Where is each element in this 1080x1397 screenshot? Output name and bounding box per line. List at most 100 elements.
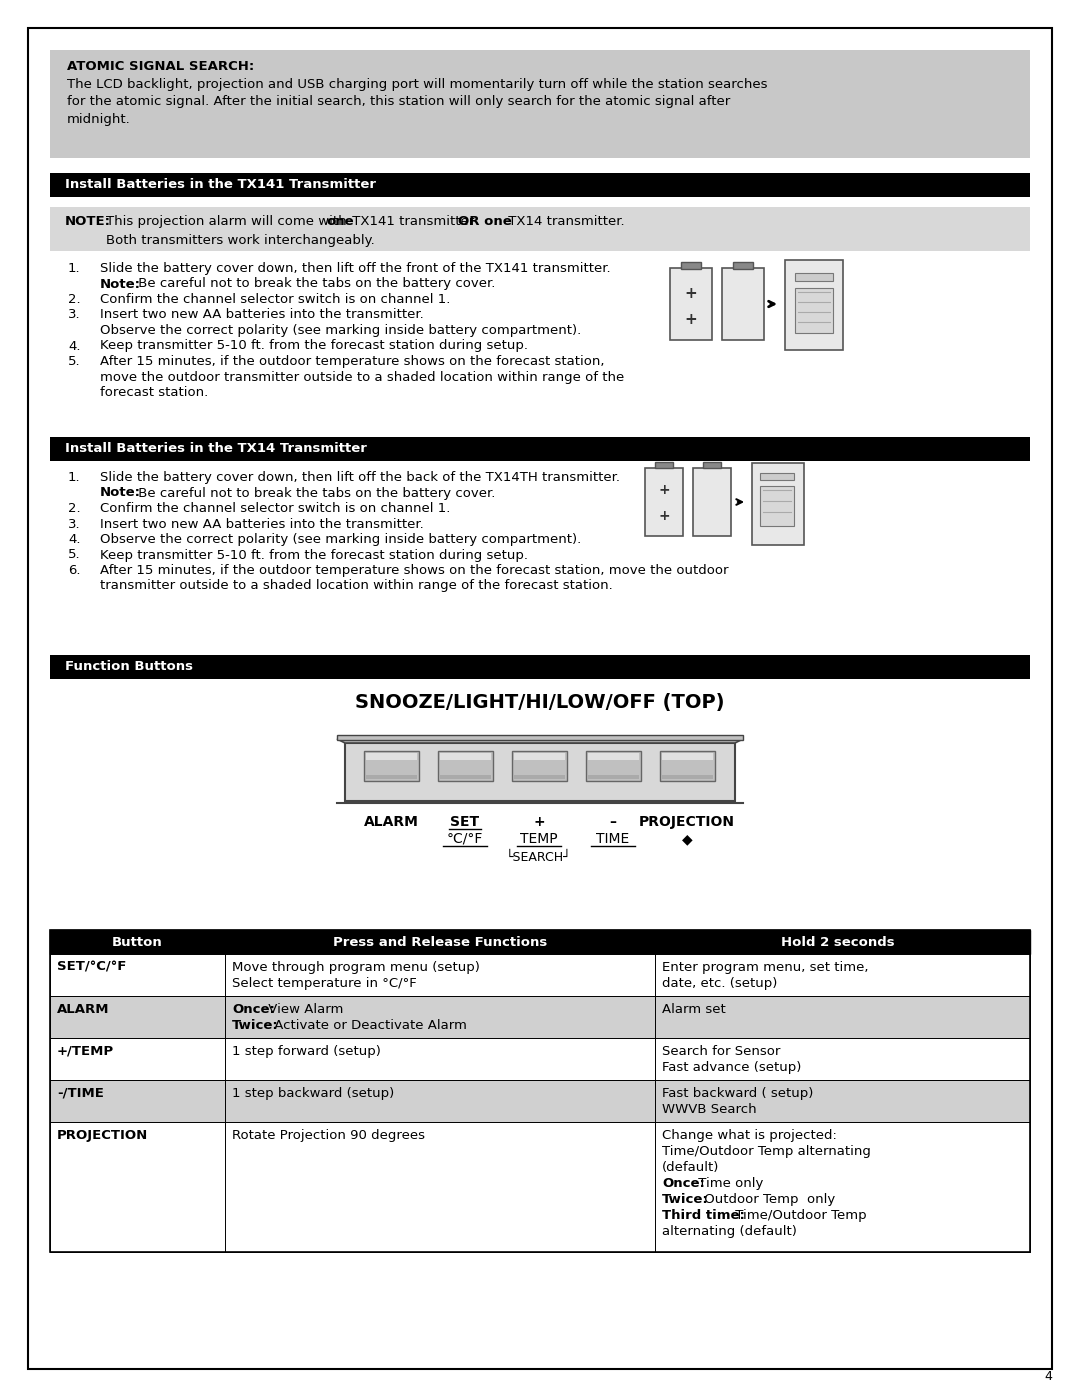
Bar	[337, 735, 743, 740]
Text: 2.: 2.	[68, 502, 81, 515]
Text: 5.: 5.	[68, 355, 81, 367]
Text: PROJECTION: PROJECTION	[639, 814, 735, 828]
Text: alternating (default): alternating (default)	[662, 1225, 797, 1238]
Bar	[50, 173, 1030, 197]
Bar	[785, 260, 843, 351]
Text: Fast advance (setup): Fast advance (setup)	[662, 1060, 801, 1074]
Bar	[795, 272, 833, 281]
Text: Time/Outdoor Temp alternating: Time/Outdoor Temp alternating	[662, 1146, 870, 1158]
Bar	[440, 753, 491, 760]
Bar	[514, 753, 565, 760]
Text: Note:: Note:	[100, 278, 141, 291]
Bar	[50, 1080, 1030, 1122]
Bar	[366, 775, 417, 780]
Text: PROJECTION: PROJECTION	[57, 1129, 148, 1141]
Text: date, etc. (setup): date, etc. (setup)	[662, 977, 778, 990]
Bar	[662, 753, 713, 760]
Bar	[50, 996, 1030, 1038]
Text: Outdoor Temp  only: Outdoor Temp only	[700, 1193, 835, 1206]
Bar	[345, 743, 735, 800]
Bar	[512, 752, 567, 781]
Text: +: +	[685, 313, 698, 327]
Text: Search for Sensor: Search for Sensor	[662, 1045, 781, 1058]
Text: Move through program menu (setup): Move through program menu (setup)	[232, 961, 480, 974]
Bar	[681, 263, 701, 270]
Text: -/TIME: -/TIME	[57, 1087, 104, 1099]
Bar	[50, 954, 1030, 996]
Text: 1 step backward (setup): 1 step backward (setup)	[232, 1087, 394, 1099]
Bar	[760, 486, 794, 527]
Text: Be careful not to break the tabs on the battery cover.: Be careful not to break the tabs on the …	[134, 486, 496, 500]
Bar	[586, 752, 642, 781]
Text: (default): (default)	[662, 1161, 719, 1173]
Text: Observe the correct polarity (see marking inside battery compartment).: Observe the correct polarity (see markin…	[100, 324, 581, 337]
Text: After 15 minutes, if the outdoor temperature shows on the forecast station,: After 15 minutes, if the outdoor tempera…	[100, 355, 605, 367]
Text: Function Buttons: Function Buttons	[65, 661, 193, 673]
Bar	[795, 288, 833, 332]
Bar	[50, 437, 1030, 461]
Text: Time/Outdoor Temp: Time/Outdoor Temp	[731, 1208, 867, 1222]
Text: TX14 transmitter.: TX14 transmitter.	[504, 215, 624, 228]
Text: └SEARCH┘: └SEARCH┘	[507, 851, 571, 863]
Text: OR one: OR one	[458, 215, 512, 228]
Bar	[660, 752, 715, 781]
Text: View Alarm: View Alarm	[264, 1003, 342, 1016]
Text: SET: SET	[450, 814, 480, 828]
Text: ATOMIC SIGNAL SEARCH:: ATOMIC SIGNAL SEARCH:	[67, 60, 254, 73]
Text: one: one	[326, 215, 353, 228]
Text: Third time:: Third time:	[662, 1208, 745, 1222]
Text: +: +	[685, 285, 698, 300]
Text: ALARM: ALARM	[57, 1003, 109, 1016]
Text: 1.: 1.	[68, 263, 81, 275]
Text: +/TEMP: +/TEMP	[57, 1045, 114, 1058]
Bar	[50, 1122, 1030, 1252]
Text: Be careful not to break the tabs on the battery cover.: Be careful not to break the tabs on the …	[134, 278, 496, 291]
Text: Insert two new AA batteries into the transmitter.: Insert two new AA batteries into the tra…	[100, 309, 423, 321]
Bar	[703, 462, 721, 468]
Text: 4.: 4.	[68, 339, 81, 352]
Text: 1.: 1.	[68, 471, 81, 483]
Text: –: –	[609, 814, 617, 828]
Text: Keep transmitter 5-10 ft. from the forecast station during setup.: Keep transmitter 5-10 ft. from the forec…	[100, 549, 528, 562]
Text: After 15 minutes, if the outdoor temperature shows on the forecast station, move: After 15 minutes, if the outdoor tempera…	[100, 564, 729, 577]
Bar	[662, 775, 713, 780]
Bar	[588, 775, 639, 780]
Bar	[50, 1038, 1030, 1080]
Text: Enter program menu, set time,: Enter program menu, set time,	[662, 961, 868, 974]
Text: Change what is projected:: Change what is projected:	[662, 1129, 837, 1141]
Text: TEMP: TEMP	[521, 833, 557, 847]
Bar	[670, 268, 712, 339]
Bar	[760, 474, 794, 481]
Bar	[50, 207, 1030, 251]
Text: +: +	[534, 814, 544, 828]
Bar	[693, 468, 731, 536]
Bar	[645, 468, 683, 536]
Bar	[364, 752, 419, 781]
Bar	[588, 753, 639, 760]
Text: TIME: TIME	[596, 833, 630, 847]
Text: 2.: 2.	[68, 293, 81, 306]
Bar	[50, 930, 1030, 1252]
Text: move the outdoor transmitter outside to a shaded location within range of the: move the outdoor transmitter outside to …	[100, 370, 624, 384]
Text: Once:: Once:	[232, 1003, 275, 1016]
Text: 3.: 3.	[68, 517, 81, 531]
Bar	[440, 775, 491, 780]
Text: +: +	[658, 483, 670, 497]
Bar	[50, 50, 1030, 158]
Text: Press and Release Functions: Press and Release Functions	[333, 936, 548, 949]
Bar	[50, 930, 1030, 954]
Text: Activate or Deactivate Alarm: Activate or Deactivate Alarm	[270, 1018, 467, 1032]
Text: Note:: Note:	[100, 486, 141, 500]
Text: Once:: Once:	[662, 1178, 705, 1190]
Text: Twice:: Twice:	[232, 1018, 279, 1032]
Text: Confirm the channel selector switch is on channel 1.: Confirm the channel selector switch is o…	[100, 502, 450, 515]
Text: WWVB Search: WWVB Search	[662, 1104, 757, 1116]
Text: Slide the battery cover down, then lift off the front of the TX141 transmitter.: Slide the battery cover down, then lift …	[100, 263, 610, 275]
Text: Time only: Time only	[693, 1178, 762, 1190]
Text: Twice:: Twice:	[662, 1193, 708, 1206]
Text: ◆: ◆	[681, 833, 692, 847]
Text: Alarm set: Alarm set	[662, 1003, 726, 1016]
Text: Slide the battery cover down, then lift off the back of the TX14TH transmitter.: Slide the battery cover down, then lift …	[100, 471, 620, 483]
Text: Confirm the channel selector switch is on channel 1.: Confirm the channel selector switch is o…	[100, 293, 450, 306]
Text: 6.: 6.	[68, 564, 81, 577]
